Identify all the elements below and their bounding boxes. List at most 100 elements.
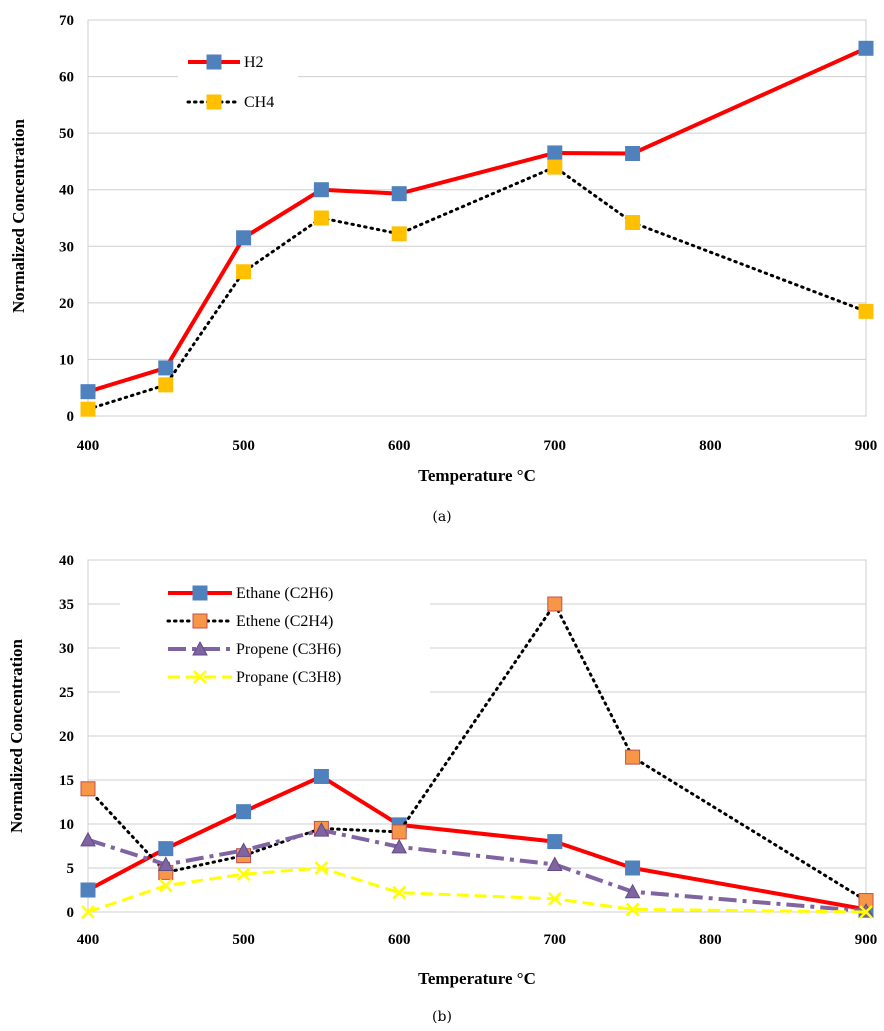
legend-label: Ethane (C2H6) xyxy=(236,585,333,602)
series-Propane (C3H8) xyxy=(81,861,873,919)
legend-background xyxy=(178,40,298,116)
legend-label: Ethene (C2H4) xyxy=(236,613,333,630)
y-tick-label: 25 xyxy=(59,685,74,701)
y-tick-label: 0 xyxy=(67,905,75,921)
data-point xyxy=(158,878,173,893)
series-line xyxy=(87,828,867,914)
data-point xyxy=(80,882,96,898)
data-point xyxy=(80,831,96,847)
data-point xyxy=(80,384,96,400)
legend-entry: Propene (C3H6) xyxy=(168,640,341,658)
series-H2 xyxy=(80,40,874,400)
chart-b-legend: Ethane (C2H6) Ethene (C2H4) Propene (C3H6)… xyxy=(120,578,430,696)
data-point xyxy=(313,768,329,784)
data-point xyxy=(81,905,95,919)
data-point xyxy=(158,841,174,857)
data-point xyxy=(391,824,407,840)
y-tick-label: 70 xyxy=(59,13,74,29)
data-point xyxy=(624,883,641,899)
y-tick-label: 10 xyxy=(59,352,74,368)
series-CH4 xyxy=(80,159,874,417)
data-point xyxy=(158,360,174,376)
data-point xyxy=(236,264,252,280)
x-tick-label: 500 xyxy=(232,438,255,454)
data-point xyxy=(547,891,562,906)
y-tick-label: 30 xyxy=(59,641,74,657)
legend-marker xyxy=(192,640,208,656)
chart-a: 0 10 20 30 40 50 60 70 400 500 600 700 800 900 H2 CH4… xyxy=(9,13,877,525)
y-tick-label: 60 xyxy=(59,70,74,86)
x-tick-label: 800 xyxy=(699,438,722,454)
data-point xyxy=(392,885,407,900)
data-point xyxy=(391,226,407,242)
legend-entry: Propane (C3H8) xyxy=(168,669,341,686)
data-point xyxy=(80,781,96,797)
chart-a-x-axis-label: Temperature °C xyxy=(418,466,536,485)
chart-b-caption: (b) xyxy=(432,1009,452,1025)
y-tick-label: 40 xyxy=(59,553,74,569)
legend-marker xyxy=(192,585,208,601)
chart-b-series xyxy=(80,596,874,919)
chart-a-x-tick-labels: 400 500 600 700 800 900 xyxy=(77,438,878,454)
y-tick-label: 35 xyxy=(59,597,74,613)
data-point xyxy=(625,215,641,231)
data-point xyxy=(625,749,641,765)
data-point xyxy=(625,902,640,917)
data-point xyxy=(158,377,174,393)
x-tick-label: 600 xyxy=(388,932,411,948)
data-point xyxy=(625,146,641,162)
data-point xyxy=(547,159,563,175)
legend-entry: H2 xyxy=(188,54,264,71)
data-point xyxy=(625,860,641,876)
data-point xyxy=(391,186,407,202)
x-tick-label: 700 xyxy=(544,438,567,454)
legend-label: Propene (C3H6) xyxy=(236,641,341,658)
data-point xyxy=(314,861,329,875)
legend-marker xyxy=(206,54,222,70)
data-point xyxy=(313,822,330,837)
x-tick-label: 900 xyxy=(855,932,878,948)
series-line xyxy=(87,866,867,914)
y-tick-label: 50 xyxy=(59,126,74,142)
data-point xyxy=(313,182,329,198)
data-point xyxy=(236,867,251,882)
legend-label: Propane (C3H8) xyxy=(236,669,341,686)
series-line xyxy=(86,602,868,903)
legend-marker xyxy=(192,613,208,629)
data-point xyxy=(235,842,252,857)
y-tick-label: 5 xyxy=(67,861,75,877)
y-tick-label: 40 xyxy=(59,183,74,199)
data-point xyxy=(546,856,563,871)
chart-a-y-axis-label: Normalized Concentration xyxy=(9,118,28,313)
y-tick-label: 10 xyxy=(59,817,74,833)
data-point xyxy=(547,145,563,161)
data-point xyxy=(236,230,252,246)
data-point xyxy=(80,401,96,417)
legend-entry: CH4 xyxy=(186,94,274,111)
data-point xyxy=(547,596,563,612)
x-tick-label: 400 xyxy=(77,932,100,948)
chart-a-legend: H2 CH4 xyxy=(178,40,298,116)
legend-marker xyxy=(206,94,222,110)
chart-b-x-axis-label: Temperature °C xyxy=(418,969,536,988)
chart-a-series xyxy=(80,40,874,417)
series-line xyxy=(86,165,868,411)
data-point xyxy=(859,905,873,919)
chart-a-caption: (a) xyxy=(432,509,451,525)
y-tick-label: 30 xyxy=(59,239,74,255)
y-tick-label: 20 xyxy=(59,729,74,745)
legend-entry: Ethane (C2H6) xyxy=(168,585,333,602)
data-point xyxy=(858,40,874,56)
x-tick-label: 400 xyxy=(77,438,100,454)
chart-a-gridlines xyxy=(88,19,866,417)
x-tick-label: 800 xyxy=(699,932,722,948)
chart-b: 0 5 10 15 20 25 30 35 40 400 500 600 700 800 900 Etha… xyxy=(7,553,877,1025)
series-line xyxy=(87,774,867,912)
legend-entry: Ethene (C2H4) xyxy=(166,613,333,630)
y-tick-label: 15 xyxy=(59,773,74,789)
chart-b-x-tick-labels: 400 500 600 700 800 900 xyxy=(77,932,878,948)
legend-label: CH4 xyxy=(244,94,274,111)
x-tick-label: 700 xyxy=(544,932,567,948)
legend-label: H2 xyxy=(244,54,264,71)
